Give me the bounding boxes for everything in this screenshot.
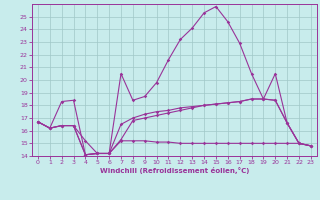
X-axis label: Windchill (Refroidissement éolien,°C): Windchill (Refroidissement éolien,°C) <box>100 167 249 174</box>
